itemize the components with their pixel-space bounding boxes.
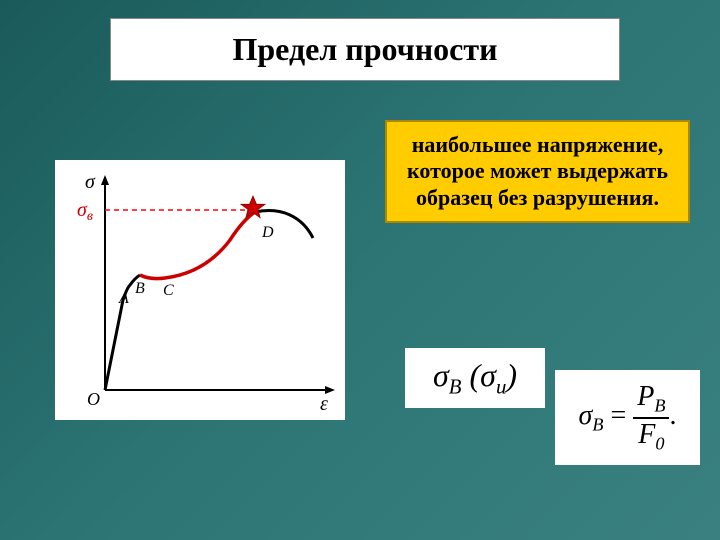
f2-denominator: F0: [633, 419, 669, 455]
point-C-label: C: [163, 282, 174, 299]
formula-2: σB = PB F0 .: [579, 381, 677, 454]
stress-strain-chart: σ σв ε O A B C D: [55, 160, 345, 420]
page-title: Предел прочности: [131, 31, 599, 68]
y-axis-label: σ: [85, 171, 96, 193]
formula-1: σB (σu): [433, 357, 517, 399]
formula-1-panel: σB (σu): [405, 348, 545, 408]
point-A-label: A: [118, 290, 129, 307]
f2-numerator: PB: [633, 381, 669, 419]
description-text: наибольшее напряжение, которое может выд…: [401, 132, 674, 211]
f2-P-sub: B: [654, 396, 665, 416]
description-panel: наибольшее напряжение, которое может выд…: [385, 120, 690, 223]
point-B-label: B: [135, 280, 145, 297]
f2-F-sub: 0: [655, 433, 664, 453]
curve-red-middle: [140, 212, 255, 279]
f2-equals: =: [610, 400, 626, 431]
title-panel: Предел прочности: [110, 18, 620, 81]
y-axis-arrow: [101, 175, 109, 185]
f1-sigma-u: σ: [480, 357, 496, 393]
f2-fraction: PB F0: [633, 381, 669, 454]
f2-F: F: [638, 419, 655, 450]
chart-svg: σ σв ε O A B C D: [55, 160, 345, 420]
f1-sub-u: u: [496, 375, 506, 398]
f2-sigma: σ: [579, 400, 593, 431]
y-sigma-v-label: σв: [77, 199, 93, 224]
f1-sigma: σ: [433, 357, 449, 393]
point-D-label: D: [261, 224, 274, 241]
formula-2-panel: σB = PB F0 .: [555, 370, 700, 465]
f2-period: .: [669, 400, 676, 431]
f2-sub-b: B: [592, 415, 603, 435]
f1-sub-b: B: [449, 375, 462, 398]
origin-label: O: [87, 389, 100, 409]
f2-P: P: [637, 381, 654, 412]
x-axis-label: ε: [320, 393, 328, 415]
